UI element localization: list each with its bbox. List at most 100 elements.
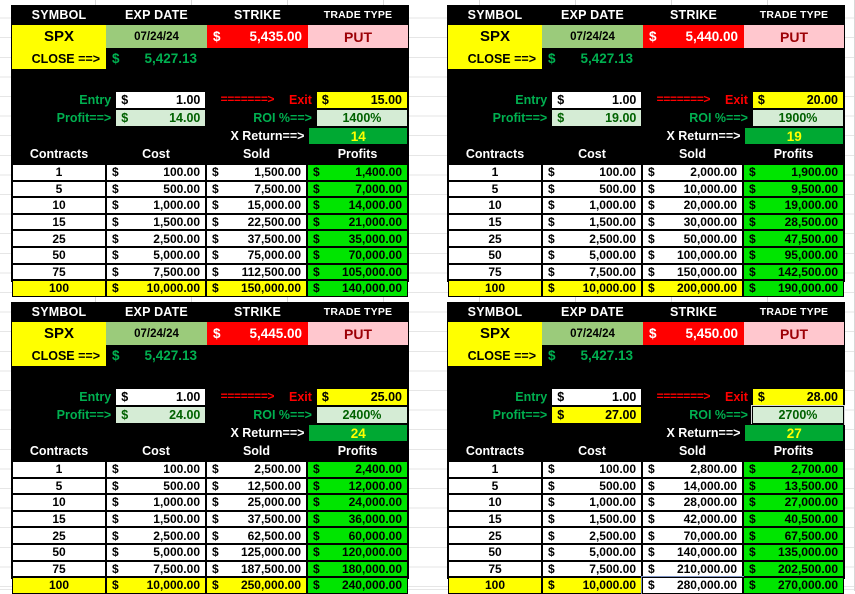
cell-profit[interactable]: $ 14,000.00 <box>307 197 408 214</box>
cell-sold[interactable]: $ 22,500.00 <box>206 213 307 231</box>
strike-value[interactable]: $ 5,450.00 <box>643 322 744 345</box>
table-row[interactable]: 15 $ 1,500.00 $ 42,000.00 $ 40,500.00 <box>448 510 844 528</box>
entry-input[interactable]: $ 1.00 <box>551 91 643 109</box>
table-row[interactable]: 75 $ 7,500.00 $ 187,500.00 $ 180,000.00 <box>12 560 408 578</box>
cell-cost[interactable]: $ 100.00 <box>106 461 206 478</box>
table-row[interactable]: 25 $ 2,500.00 $ 70,000.00 $ 67,500.00 <box>448 527 844 544</box>
cell-cost[interactable]: $ 7,500.00 <box>542 560 642 578</box>
cell-cost[interactable]: $ 1,000.00 <box>542 197 642 214</box>
table-row[interactable]: 5 $ 500.00 $ 7,500.00 $ 7,000.00 <box>12 180 408 198</box>
table-row[interactable]: 75 $ 7,500.00 $ 150,000.00 $ 142,500.00 <box>448 263 844 281</box>
cell-contracts[interactable]: 15 <box>448 213 542 231</box>
cell-contracts[interactable]: 25 <box>12 527 106 544</box>
table-row[interactable]: 100 $ 10,000.00 $ 280,000.00 $ 270,000.0… <box>448 576 844 594</box>
cell-profit[interactable]: $ 7,000.00 <box>307 180 408 198</box>
cell-cost[interactable]: $ 10,000.00 <box>106 577 206 594</box>
cell-sold[interactable]: $ 70,000.00 <box>642 527 743 544</box>
cell-profit[interactable]: $ 40,500.00 <box>743 510 844 528</box>
cell-profit[interactable]: $ 202,500.00 <box>743 560 844 578</box>
cell-sold[interactable]: $ 150,000.00 <box>642 263 743 281</box>
cell-cost[interactable]: $ 500.00 <box>542 180 642 198</box>
table-row[interactable]: 100 $ 10,000.00 $ 250,000.00 $ 240,000.0… <box>12 577 408 594</box>
cell-contracts[interactable]: 5 <box>12 180 106 198</box>
cell-contracts[interactable]: 100 <box>12 280 106 297</box>
cell-cost[interactable]: $ 1,000.00 <box>106 197 206 214</box>
cell-cost[interactable]: $ 2,500.00 <box>542 230 642 247</box>
symbol-value[interactable]: SPX <box>12 322 106 345</box>
cell-profit[interactable]: $ 12,000.00 <box>307 477 408 495</box>
cell-cost[interactable]: $ 100.00 <box>542 461 642 478</box>
cell-cost[interactable]: $ 5,000.00 <box>106 543 206 561</box>
table-row[interactable]: 10 $ 1,000.00 $ 25,000.00 $ 24,000.00 <box>12 494 408 511</box>
cell-contracts[interactable]: 1 <box>12 164 106 181</box>
cell-profit[interactable]: $ 9,500.00 <box>743 180 844 198</box>
exp-date-value[interactable]: 07/24/24 <box>106 322 207 345</box>
cell-profit[interactable]: $ 120,000.00 <box>307 543 408 561</box>
cell-cost[interactable]: $ 1,500.00 <box>542 510 642 528</box>
table-row[interactable]: 25 $ 2,500.00 $ 62,500.00 $ 60,000.00 <box>12 527 408 544</box>
cell-profit[interactable]: $ 60,000.00 <box>307 527 408 544</box>
roi-value[interactable]: 2400% <box>315 406 408 424</box>
entry-input[interactable]: $ 1.00 <box>115 388 207 406</box>
table-row[interactable]: 15 $ 1,500.00 $ 37,500.00 $ 36,000.00 <box>12 510 408 528</box>
close-value[interactable]: $ 5,427.13 <box>542 345 643 366</box>
cell-profit[interactable]: $ 135,000.00 <box>743 543 844 561</box>
table-row[interactable]: 100 $ 10,000.00 $ 150,000.00 $ 140,000.0… <box>12 280 408 297</box>
cell-profit[interactable]: $ 28,500.00 <box>743 213 844 231</box>
cell-cost[interactable]: $ 1,000.00 <box>106 494 206 511</box>
cell-profit[interactable]: $ 36,000.00 <box>307 510 408 528</box>
exp-date-value[interactable]: 07/24/24 <box>106 25 207 48</box>
cell-contracts[interactable]: 1 <box>448 164 542 181</box>
cell-contracts[interactable]: 10 <box>12 197 106 214</box>
cell-contracts[interactable]: 50 <box>12 246 106 264</box>
cell-cost[interactable]: $ 7,500.00 <box>106 263 206 281</box>
cell-profit[interactable]: $ 13,500.00 <box>743 477 844 495</box>
table-row[interactable]: 75 $ 7,500.00 $ 112,500.00 $ 105,000.00 <box>12 263 408 281</box>
exit-input[interactable]: $ 20.00 <box>751 91 844 109</box>
cell-cost[interactable]: $ 5,000.00 <box>542 246 642 264</box>
strike-value[interactable]: $ 5,445.00 <box>207 322 308 345</box>
cell-sold[interactable]: $ 1,500.00 <box>206 164 307 181</box>
cell-sold[interactable]: $ 250,000.00 <box>206 577 307 594</box>
cell-cost[interactable]: $ 100.00 <box>542 164 642 181</box>
cell-sold[interactable]: $ 15,000.00 <box>206 197 307 214</box>
cell-profit[interactable]: $ 70,000.00 <box>307 246 408 264</box>
cell-cost[interactable]: $ 2,500.00 <box>106 527 206 544</box>
cell-contracts[interactable]: 75 <box>448 560 542 578</box>
table-row[interactable]: 5 $ 500.00 $ 14,000.00 $ 13,500.00 <box>448 477 844 495</box>
table-row[interactable]: 10 $ 1,000.00 $ 28,000.00 $ 27,000.00 <box>448 494 844 511</box>
cell-cost[interactable]: $ 100.00 <box>106 164 206 181</box>
strike-value[interactable]: $ 5,435.00 <box>207 25 308 48</box>
cell-profit[interactable]: $ 180,000.00 <box>307 560 408 578</box>
cell-profit[interactable]: $ 190,000.00 <box>743 280 844 297</box>
cell-contracts[interactable]: 1 <box>448 461 542 478</box>
cell-profit[interactable]: $ 140,000.00 <box>307 280 408 297</box>
cell-contracts[interactable]: 25 <box>12 230 106 247</box>
exp-date-value[interactable]: 07/24/24 <box>542 322 643 345</box>
symbol-value[interactable]: SPX <box>448 25 542 48</box>
cell-profit[interactable]: $ 95,000.00 <box>743 246 844 264</box>
cell-contracts[interactable]: 100 <box>448 577 542 594</box>
table-row[interactable]: 25 $ 2,500.00 $ 50,000.00 $ 47,500.00 <box>448 230 844 247</box>
cell-profit[interactable]: $ 35,000.00 <box>307 230 408 247</box>
entry-input[interactable]: $ 1.00 <box>551 388 643 406</box>
cell-cost[interactable]: $ 5,000.00 <box>542 543 642 561</box>
cell-sold[interactable]: $ 280,000.00 <box>641 576 744 594</box>
cell-sold[interactable]: $ 30,000.00 <box>642 213 743 231</box>
cell-sold[interactable]: $ 200,000.00 <box>642 280 743 297</box>
cell-sold[interactable]: $ 7,500.00 <box>206 180 307 198</box>
cell-cost[interactable]: $ 5,000.00 <box>106 246 206 264</box>
table-row[interactable]: 50 $ 5,000.00 $ 140,000.00 $ 135,000.00 <box>448 543 844 561</box>
cell-sold[interactable]: $ 2,800.00 <box>642 461 743 478</box>
cell-sold[interactable]: $ 62,500.00 <box>206 527 307 544</box>
cell-sold[interactable]: $ 20,000.00 <box>642 197 743 214</box>
cell-cost[interactable]: $ 2,500.00 <box>106 230 206 247</box>
cell-sold[interactable]: $ 25,000.00 <box>206 494 307 511</box>
table-row[interactable]: 15 $ 1,500.00 $ 22,500.00 $ 21,000.00 <box>12 213 408 231</box>
table-row[interactable]: 10 $ 1,000.00 $ 20,000.00 $ 19,000.00 <box>448 197 844 214</box>
table-row[interactable]: 1 $ 100.00 $ 2,500.00 $ 2,400.00 <box>12 461 408 478</box>
trade-type-value[interactable]: PUT <box>744 25 844 48</box>
cell-profit[interactable]: $ 1,400.00 <box>307 164 408 181</box>
x-return-value[interactable]: 14 <box>308 127 408 145</box>
entry-input[interactable]: $ 1.00 <box>115 91 207 109</box>
